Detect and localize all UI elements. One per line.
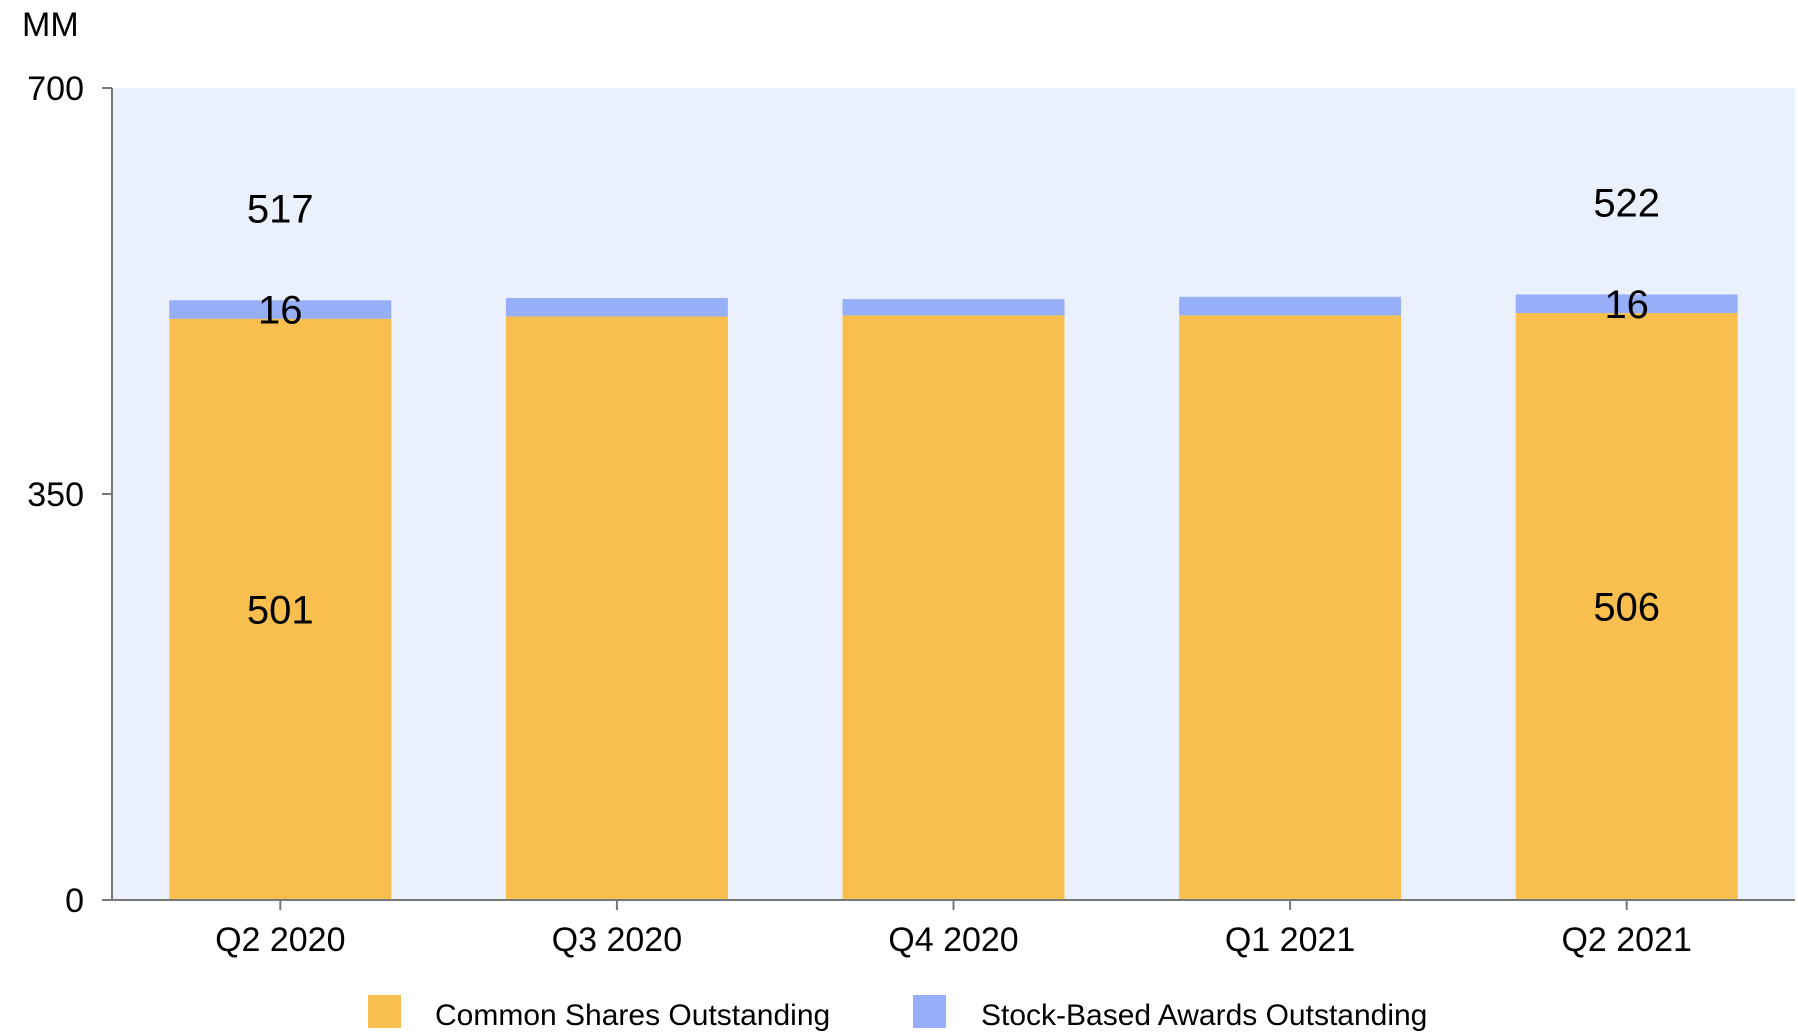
bar-stock-awards-2 <box>842 299 1065 316</box>
bar-common-shares-4 <box>1515 313 1738 900</box>
x-axis-ticks: Q2 2020 Q3 2020 Q4 2020 Q1 2021 Q2 2021 <box>215 900 1692 959</box>
legend-swatch-0 <box>368 995 401 1028</box>
legend-swatch-1 <box>913 995 946 1028</box>
legend: Common Shares Outstanding Stock-Based Awa… <box>368 995 1427 1032</box>
data-label-stock-awards-4: 16 <box>1604 283 1649 327</box>
bar-stock-awards-4 <box>1515 294 1738 314</box>
y-tick-label-0: 0 <box>65 882 84 920</box>
x-tick-label-1: Q3 2020 <box>552 921 682 959</box>
bar-stock-awards-1 <box>505 297 728 317</box>
bar-marks <box>169 294 1738 901</box>
y-axis-ticks: 0 350 700 <box>27 70 112 920</box>
bar-common-shares-0 <box>169 318 392 901</box>
bar-stock-awards-0 <box>169 300 392 319</box>
bar-common-shares-3 <box>1179 315 1402 900</box>
y-axis-unit-label: MM <box>22 6 79 44</box>
x-tick-label-3: Q1 2021 <box>1225 921 1355 959</box>
total-label-0: 517 <box>247 187 314 231</box>
legend-label-0: Common Shares Outstanding <box>435 999 830 1032</box>
total-label-4: 522 <box>1593 181 1660 225</box>
bar-common-shares-2 <box>842 315 1065 900</box>
bar-stock-awards-3 <box>1179 296 1402 316</box>
legend-label-1: Stock-Based Awards Outstanding <box>981 999 1427 1032</box>
data-labels: 501 506 16 16 517 522 <box>247 181 1660 632</box>
y-tick-label-1: 350 <box>27 476 84 514</box>
data-label-stock-awards-0: 16 <box>258 289 303 333</box>
bar-common-shares-1 <box>505 316 728 900</box>
data-label-common-shares-0: 501 <box>247 588 314 632</box>
x-tick-label-0: Q2 2020 <box>215 921 345 959</box>
x-tick-label-4: Q2 2021 <box>1561 921 1691 959</box>
x-tick-label-2: Q4 2020 <box>888 921 1018 959</box>
y-tick-label-2: 700 <box>27 70 84 108</box>
data-label-common-shares-4: 506 <box>1593 586 1660 630</box>
